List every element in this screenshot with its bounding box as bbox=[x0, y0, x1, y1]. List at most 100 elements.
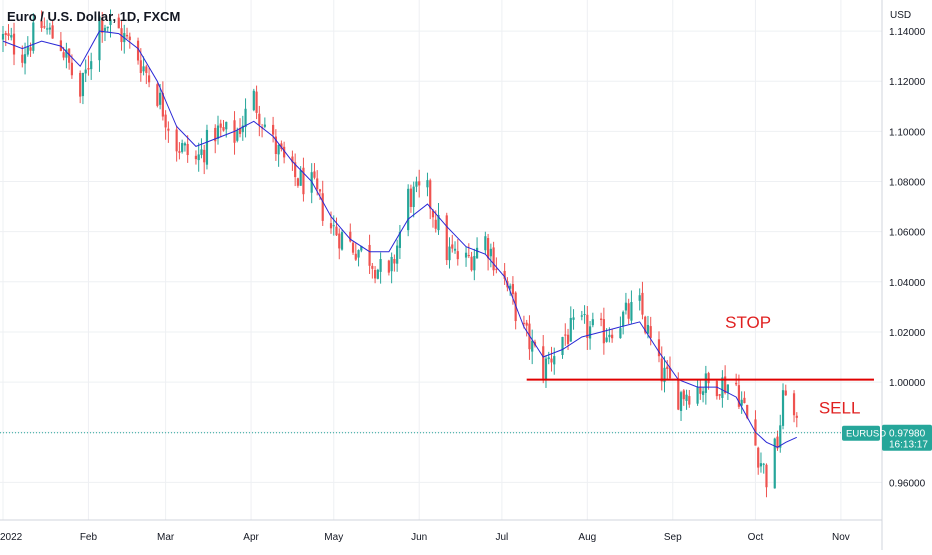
y-tick-label: 1.00000 bbox=[889, 378, 926, 389]
candle-body bbox=[409, 188, 413, 207]
candle-body bbox=[624, 302, 628, 311]
candle-body bbox=[203, 149, 206, 163]
candle-body bbox=[550, 358, 553, 363]
candle-body bbox=[219, 123, 222, 128]
candle-body bbox=[29, 47, 32, 51]
candle-body bbox=[12, 33, 16, 55]
candle-body bbox=[418, 181, 421, 186]
candle-body bbox=[51, 25, 54, 39]
candle-body bbox=[70, 62, 74, 76]
candle-body bbox=[376, 269, 379, 279]
candle-body bbox=[467, 255, 470, 257]
x-tick-label: Feb bbox=[80, 532, 98, 543]
candle-body bbox=[136, 40, 140, 61]
y-tick-label: 1.14000 bbox=[889, 27, 926, 38]
candle-body bbox=[622, 311, 625, 327]
symbol-badge bbox=[842, 425, 880, 441]
candle-body bbox=[484, 236, 487, 251]
candle-body bbox=[685, 394, 688, 401]
candle-body bbox=[294, 162, 297, 178]
candle-body bbox=[357, 250, 360, 258]
candle-body bbox=[726, 384, 729, 393]
y-tick-label: 1.04000 bbox=[889, 278, 926, 289]
candle-body bbox=[145, 66, 148, 73]
candle-body bbox=[79, 72, 82, 97]
candle-body bbox=[164, 114, 167, 128]
candle-body bbox=[451, 244, 454, 249]
candle-body bbox=[332, 225, 335, 227]
last-price-value: 0.97980 bbox=[889, 429, 926, 440]
candle-body bbox=[448, 246, 451, 261]
candle-body bbox=[547, 357, 550, 360]
candle-body bbox=[178, 151, 181, 153]
candle-body bbox=[296, 178, 300, 186]
candle-body bbox=[588, 326, 592, 339]
candle-body bbox=[572, 317, 575, 320]
candle-body bbox=[511, 284, 515, 295]
x-tick-label: Oct bbox=[748, 532, 764, 543]
candle-body bbox=[464, 252, 468, 258]
candle-body bbox=[605, 337, 608, 342]
candle-body bbox=[566, 334, 570, 344]
candle-body bbox=[746, 404, 749, 418]
candle-body bbox=[222, 127, 225, 131]
candle-body bbox=[721, 377, 724, 398]
candle-body bbox=[329, 223, 333, 229]
candle-body bbox=[473, 255, 476, 271]
candle-body bbox=[258, 113, 261, 125]
candle-body bbox=[338, 233, 341, 249]
candle-body bbox=[23, 54, 27, 64]
candle-body bbox=[291, 156, 294, 163]
candle-body bbox=[354, 253, 357, 260]
candle-body bbox=[646, 324, 650, 334]
candle-body bbox=[283, 146, 286, 158]
candle-body bbox=[390, 256, 393, 272]
candle-body bbox=[792, 393, 796, 416]
candle-body bbox=[379, 259, 382, 272]
candle-body bbox=[128, 36, 131, 41]
y-tick-label: 1.06000 bbox=[889, 228, 926, 239]
candle-body bbox=[274, 136, 277, 154]
sell-annotation: SELL bbox=[819, 398, 861, 417]
candle-body bbox=[197, 154, 200, 161]
candle-body bbox=[360, 245, 363, 251]
y-tick-label: 1.10000 bbox=[889, 127, 926, 138]
candle-body bbox=[106, 26, 109, 29]
grid bbox=[0, 0, 882, 520]
last-price-badge bbox=[882, 424, 932, 451]
candles bbox=[1, 9, 798, 498]
candle-body bbox=[638, 295, 641, 301]
x-tick-label: Apr bbox=[243, 532, 259, 543]
candle-body bbox=[255, 91, 258, 113]
candle-body bbox=[776, 436, 779, 449]
candle-body bbox=[244, 108, 247, 128]
annotations: STOP SELL bbox=[725, 313, 860, 417]
candle-body bbox=[351, 242, 355, 253]
candle-body bbox=[26, 46, 29, 55]
candle-body bbox=[62, 52, 65, 58]
candle-body bbox=[644, 316, 647, 333]
candle-body bbox=[561, 336, 564, 356]
candle-body bbox=[302, 167, 305, 195]
candle-body bbox=[40, 20, 43, 28]
candle-body bbox=[175, 129, 178, 152]
candle-body bbox=[321, 193, 324, 221]
candle-body bbox=[1, 33, 5, 40]
candle-body bbox=[611, 334, 614, 339]
candle-body bbox=[161, 92, 164, 117]
countdown-timer: 16:13:17 bbox=[889, 440, 928, 451]
candle-body bbox=[7, 33, 10, 36]
candle-body bbox=[759, 463, 763, 467]
candle-body bbox=[181, 143, 184, 152]
candle-body bbox=[68, 48, 71, 63]
candle-body bbox=[619, 328, 622, 339]
candle-body bbox=[627, 303, 630, 319]
chart-title: Euro / U.S. Dollar, 1D, FXCM bbox=[7, 9, 181, 24]
candle-body bbox=[263, 124, 266, 127]
horizontal-line-layer bbox=[0, 378, 882, 434]
candle-body bbox=[387, 260, 390, 273]
candle-body bbox=[608, 334, 611, 338]
